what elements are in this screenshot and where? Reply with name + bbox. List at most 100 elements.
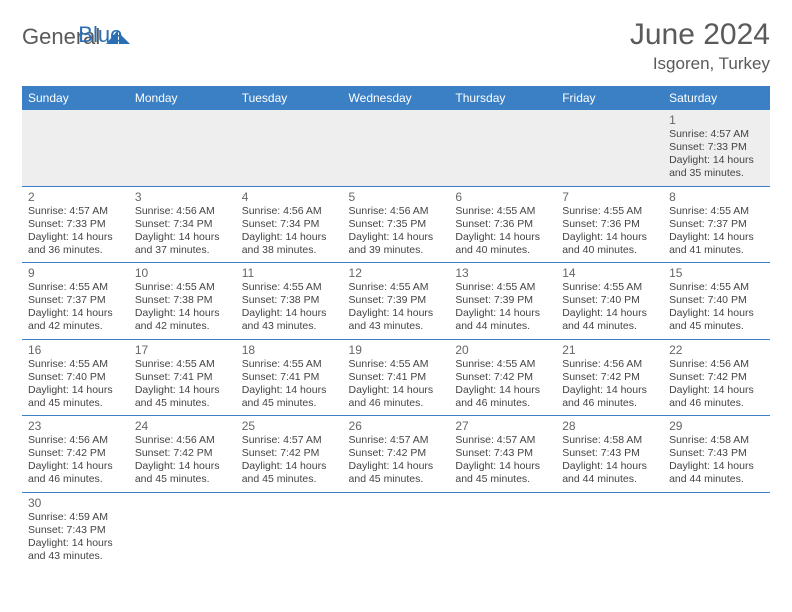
- calendar-day-empty: [663, 492, 770, 568]
- day-info: Sunrise: 4:55 AMSunset: 7:40 PMDaylight:…: [562, 281, 657, 334]
- calendar-day-empty: [449, 110, 556, 186]
- day-number: 9: [28, 266, 123, 280]
- calendar-day: 22Sunrise: 4:56 AMSunset: 7:42 PMDayligh…: [663, 339, 770, 416]
- title-block: June 2024 Isgoren, Turkey: [630, 18, 770, 74]
- calendar-day-empty: [129, 110, 236, 186]
- calendar-week: 1Sunrise: 4:57 AMSunset: 7:33 PMDaylight…: [22, 110, 770, 186]
- calendar-day-empty: [556, 492, 663, 568]
- calendar-day: 7Sunrise: 4:55 AMSunset: 7:36 PMDaylight…: [556, 186, 663, 263]
- day-number: 22: [669, 343, 764, 357]
- day-info: Sunrise: 4:57 AMSunset: 7:33 PMDaylight:…: [669, 128, 764, 181]
- logo: General Blue: [22, 24, 122, 50]
- calendar-day: 18Sunrise: 4:55 AMSunset: 7:41 PMDayligh…: [236, 339, 343, 416]
- day-info: Sunrise: 4:56 AMSunset: 7:34 PMDaylight:…: [242, 205, 337, 258]
- calendar-day: 21Sunrise: 4:56 AMSunset: 7:42 PMDayligh…: [556, 339, 663, 416]
- calendar-day: 30Sunrise: 4:59 AMSunset: 7:43 PMDayligh…: [22, 492, 129, 568]
- day-info: Sunrise: 4:55 AMSunset: 7:41 PMDaylight:…: [349, 358, 444, 411]
- calendar-day: 13Sunrise: 4:55 AMSunset: 7:39 PMDayligh…: [449, 263, 556, 340]
- day-info: Sunrise: 4:57 AMSunset: 7:42 PMDaylight:…: [349, 434, 444, 487]
- calendar-day-empty: [236, 492, 343, 568]
- weekday-header: Saturday: [663, 86, 770, 110]
- day-info: Sunrise: 4:59 AMSunset: 7:43 PMDaylight:…: [28, 511, 123, 564]
- calendar-day-empty: [449, 492, 556, 568]
- logo-text-blue: Blue: [78, 22, 122, 48]
- day-info: Sunrise: 4:56 AMSunset: 7:42 PMDaylight:…: [562, 358, 657, 411]
- weekday-header-row: SundayMondayTuesdayWednesdayThursdayFrid…: [22, 86, 770, 110]
- day-number: 30: [28, 496, 123, 510]
- day-number: 10: [135, 266, 230, 280]
- day-info: Sunrise: 4:58 AMSunset: 7:43 PMDaylight:…: [562, 434, 657, 487]
- day-info: Sunrise: 4:57 AMSunset: 7:43 PMDaylight:…: [455, 434, 550, 487]
- calendar-day: 26Sunrise: 4:57 AMSunset: 7:42 PMDayligh…: [343, 416, 450, 493]
- day-number: 13: [455, 266, 550, 280]
- calendar-day: 24Sunrise: 4:56 AMSunset: 7:42 PMDayligh…: [129, 416, 236, 493]
- weekday-header: Friday: [556, 86, 663, 110]
- day-info: Sunrise: 4:55 AMSunset: 7:39 PMDaylight:…: [455, 281, 550, 334]
- day-number: 14: [562, 266, 657, 280]
- calendar-week: 2Sunrise: 4:57 AMSunset: 7:33 PMDaylight…: [22, 186, 770, 263]
- calendar-day: 25Sunrise: 4:57 AMSunset: 7:42 PMDayligh…: [236, 416, 343, 493]
- calendar-day: 8Sunrise: 4:55 AMSunset: 7:37 PMDaylight…: [663, 186, 770, 263]
- calendar-day: 6Sunrise: 4:55 AMSunset: 7:36 PMDaylight…: [449, 186, 556, 263]
- weekday-header: Thursday: [449, 86, 556, 110]
- calendar-week: 9Sunrise: 4:55 AMSunset: 7:37 PMDaylight…: [22, 263, 770, 340]
- day-number: 3: [135, 190, 230, 204]
- day-info: Sunrise: 4:55 AMSunset: 7:40 PMDaylight:…: [28, 358, 123, 411]
- calendar-day: 3Sunrise: 4:56 AMSunset: 7:34 PMDaylight…: [129, 186, 236, 263]
- calendar-day: 2Sunrise: 4:57 AMSunset: 7:33 PMDaylight…: [22, 186, 129, 263]
- calendar-day: 28Sunrise: 4:58 AMSunset: 7:43 PMDayligh…: [556, 416, 663, 493]
- day-number: 28: [562, 419, 657, 433]
- day-info: Sunrise: 4:55 AMSunset: 7:38 PMDaylight:…: [242, 281, 337, 334]
- calendar-day-empty: [556, 110, 663, 186]
- calendar-day: 5Sunrise: 4:56 AMSunset: 7:35 PMDaylight…: [343, 186, 450, 263]
- day-info: Sunrise: 4:56 AMSunset: 7:34 PMDaylight:…: [135, 205, 230, 258]
- day-number: 26: [349, 419, 444, 433]
- weekday-header: Monday: [129, 86, 236, 110]
- header: General Blue June 2024 Isgoren, Turkey: [22, 18, 770, 74]
- calendar-day: 16Sunrise: 4:55 AMSunset: 7:40 PMDayligh…: [22, 339, 129, 416]
- calendar-week: 30Sunrise: 4:59 AMSunset: 7:43 PMDayligh…: [22, 492, 770, 568]
- day-number: 16: [28, 343, 123, 357]
- calendar-day: 12Sunrise: 4:55 AMSunset: 7:39 PMDayligh…: [343, 263, 450, 340]
- day-info: Sunrise: 4:55 AMSunset: 7:37 PMDaylight:…: [28, 281, 123, 334]
- calendar-body: 1Sunrise: 4:57 AMSunset: 7:33 PMDaylight…: [22, 110, 770, 568]
- calendar-day: 4Sunrise: 4:56 AMSunset: 7:34 PMDaylight…: [236, 186, 343, 263]
- calendar-day-empty: [343, 492, 450, 568]
- day-number: 17: [135, 343, 230, 357]
- day-number: 15: [669, 266, 764, 280]
- day-info: Sunrise: 4:55 AMSunset: 7:36 PMDaylight:…: [562, 205, 657, 258]
- day-number: 12: [349, 266, 444, 280]
- calendar-week: 23Sunrise: 4:56 AMSunset: 7:42 PMDayligh…: [22, 416, 770, 493]
- day-info: Sunrise: 4:55 AMSunset: 7:36 PMDaylight:…: [455, 205, 550, 258]
- day-number: 19: [349, 343, 444, 357]
- day-info: Sunrise: 4:55 AMSunset: 7:40 PMDaylight:…: [669, 281, 764, 334]
- calendar-day: 14Sunrise: 4:55 AMSunset: 7:40 PMDayligh…: [556, 263, 663, 340]
- day-number: 21: [562, 343, 657, 357]
- day-info: Sunrise: 4:55 AMSunset: 7:41 PMDaylight:…: [242, 358, 337, 411]
- day-number: 1: [669, 113, 764, 127]
- day-number: 23: [28, 419, 123, 433]
- weekday-header: Tuesday: [236, 86, 343, 110]
- calendar-day: 19Sunrise: 4:55 AMSunset: 7:41 PMDayligh…: [343, 339, 450, 416]
- day-info: Sunrise: 4:57 AMSunset: 7:42 PMDaylight:…: [242, 434, 337, 487]
- calendar-day: 10Sunrise: 4:55 AMSunset: 7:38 PMDayligh…: [129, 263, 236, 340]
- calendar-table: SundayMondayTuesdayWednesdayThursdayFrid…: [22, 86, 770, 568]
- calendar-day: 11Sunrise: 4:55 AMSunset: 7:38 PMDayligh…: [236, 263, 343, 340]
- day-number: 7: [562, 190, 657, 204]
- day-info: Sunrise: 4:56 AMSunset: 7:42 PMDaylight:…: [669, 358, 764, 411]
- day-number: 2: [28, 190, 123, 204]
- calendar-day-empty: [129, 492, 236, 568]
- day-info: Sunrise: 4:55 AMSunset: 7:41 PMDaylight:…: [135, 358, 230, 411]
- day-number: 11: [242, 266, 337, 280]
- calendar-day: 15Sunrise: 4:55 AMSunset: 7:40 PMDayligh…: [663, 263, 770, 340]
- calendar-day-empty: [236, 110, 343, 186]
- weekday-header: Wednesday: [343, 86, 450, 110]
- calendar-day: 1Sunrise: 4:57 AMSunset: 7:33 PMDaylight…: [663, 110, 770, 186]
- day-number: 5: [349, 190, 444, 204]
- day-info: Sunrise: 4:58 AMSunset: 7:43 PMDaylight:…: [669, 434, 764, 487]
- calendar-day: 29Sunrise: 4:58 AMSunset: 7:43 PMDayligh…: [663, 416, 770, 493]
- day-info: Sunrise: 4:55 AMSunset: 7:38 PMDaylight:…: [135, 281, 230, 334]
- day-number: 4: [242, 190, 337, 204]
- day-number: 24: [135, 419, 230, 433]
- day-number: 20: [455, 343, 550, 357]
